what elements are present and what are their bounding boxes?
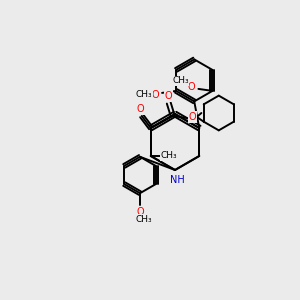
- Text: O: O: [136, 207, 144, 217]
- Text: CH₃: CH₃: [160, 152, 177, 160]
- Text: O: O: [151, 90, 159, 100]
- Text: CH₃: CH₃: [136, 90, 152, 99]
- Text: CH₃: CH₃: [172, 76, 189, 85]
- Text: O: O: [189, 112, 196, 122]
- Text: O: O: [188, 82, 195, 92]
- Text: O: O: [165, 91, 172, 101]
- Text: O: O: [137, 104, 145, 114]
- Text: NH: NH: [169, 175, 184, 185]
- Text: CH₃: CH₃: [136, 215, 152, 224]
